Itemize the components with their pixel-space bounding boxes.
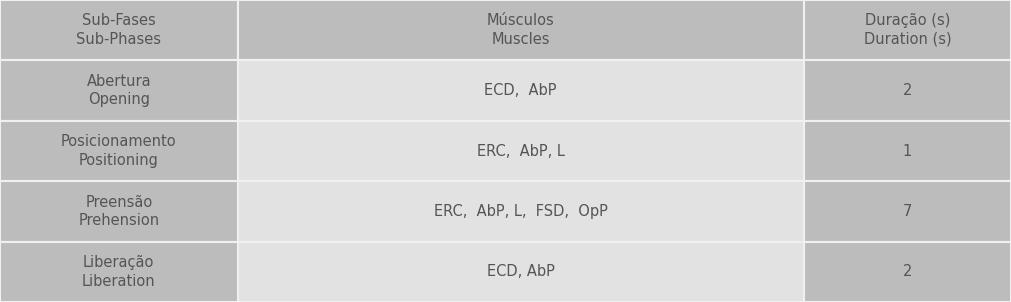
Bar (0, 121, 238, 181)
Bar (0, 181, 238, 242)
Text: Abertura
Opening: Abertura Opening (87, 74, 151, 108)
Bar (238, 121, 804, 181)
Text: 7: 7 (903, 204, 912, 219)
Bar (0, 242, 238, 302)
Text: 2: 2 (903, 83, 912, 98)
Bar (238, 0, 804, 60)
Text: ERC,  AbP, L: ERC, AbP, L (477, 143, 564, 159)
Text: Duração (s)
Duration (s): Duração (s) Duration (s) (863, 13, 951, 47)
Text: Posicionamento
Positioning: Posicionamento Positioning (61, 134, 177, 168)
Text: ECD, AbP: ECD, AbP (486, 264, 555, 279)
Text: 1: 1 (903, 143, 912, 159)
Text: Músculos
Muscles: Músculos Muscles (486, 13, 555, 47)
Bar (0, 60, 238, 121)
Bar (804, 121, 1011, 181)
Bar (238, 60, 804, 121)
Bar (804, 0, 1011, 60)
Bar (804, 60, 1011, 121)
Text: 2: 2 (903, 264, 912, 279)
Text: Liberação
Liberation: Liberação Liberation (82, 255, 156, 289)
Bar (804, 181, 1011, 242)
Bar (238, 242, 804, 302)
Bar (804, 242, 1011, 302)
Bar (238, 181, 804, 242)
Text: Preensão
Prehension: Preensão Prehension (78, 194, 160, 228)
Text: Sub-Fases
Sub-Phases: Sub-Fases Sub-Phases (76, 13, 162, 47)
Text: ECD,  AbP: ECD, AbP (484, 83, 557, 98)
Text: ERC,  AbP, L,  FSD,  OpP: ERC, AbP, L, FSD, OpP (434, 204, 608, 219)
Bar (0, 0, 238, 60)
